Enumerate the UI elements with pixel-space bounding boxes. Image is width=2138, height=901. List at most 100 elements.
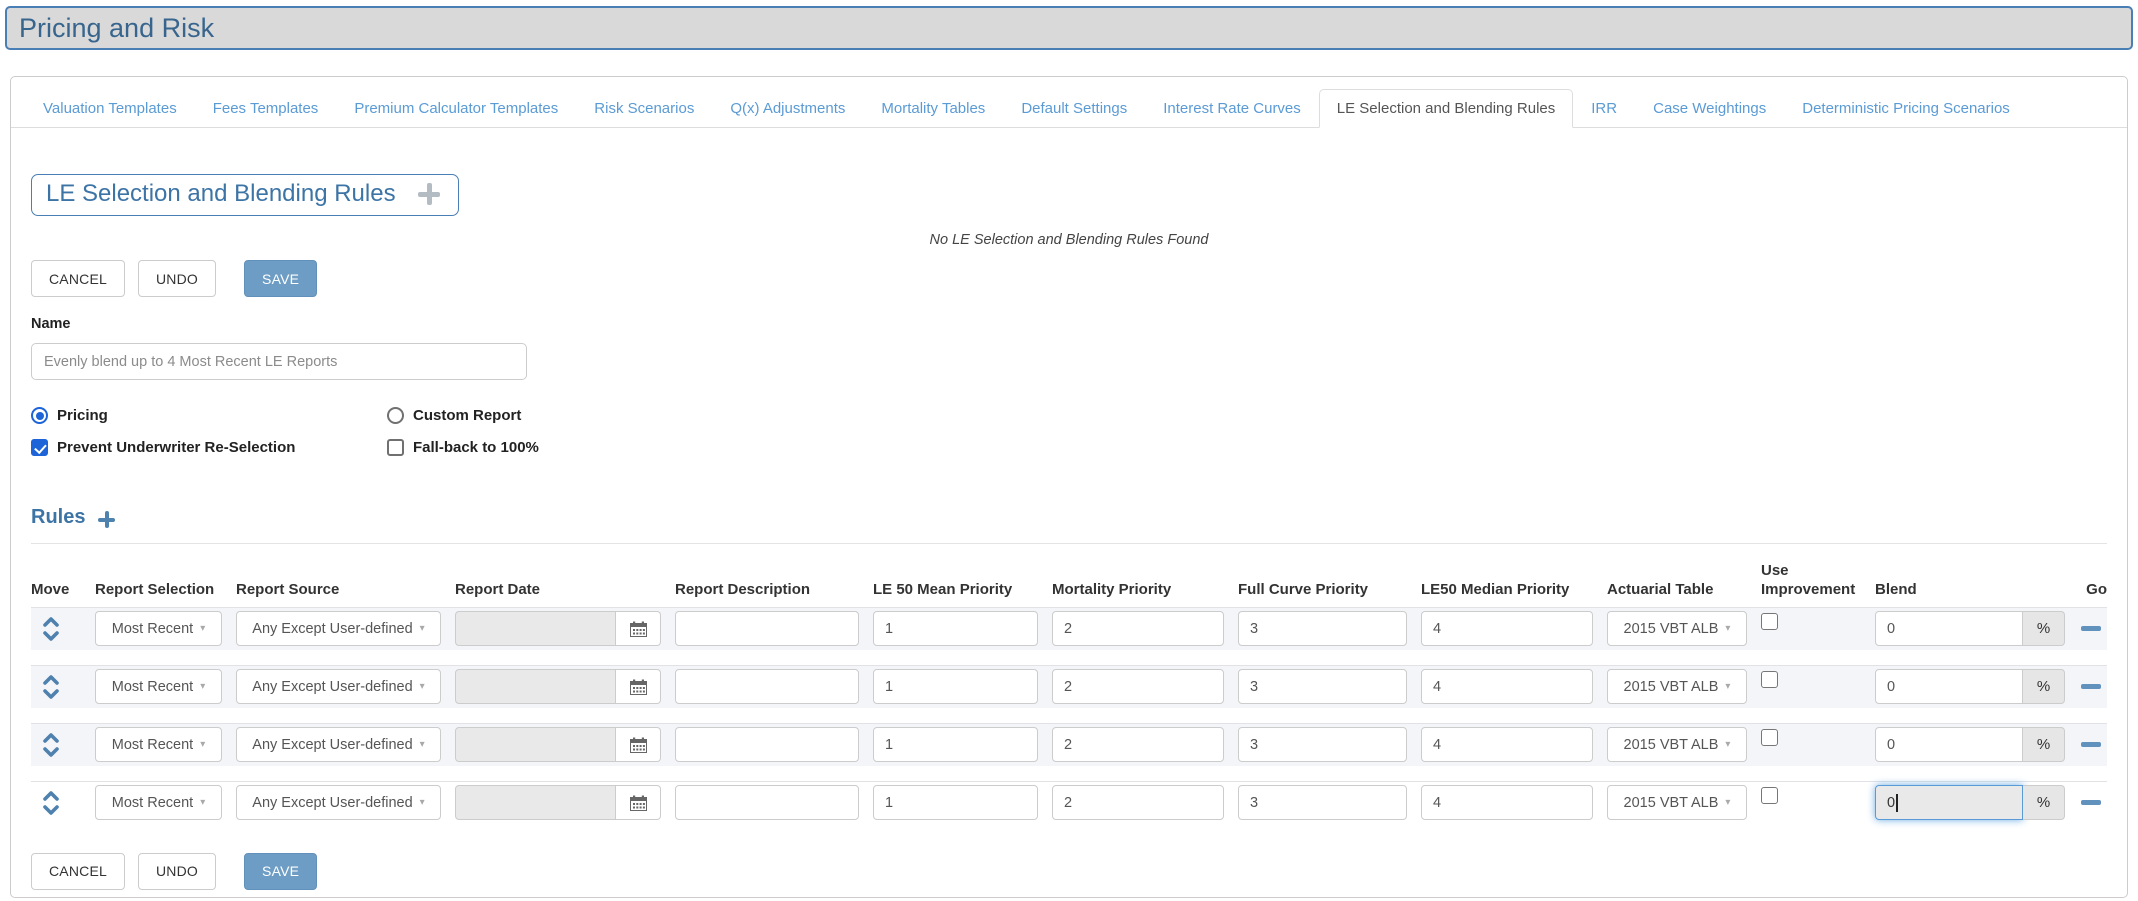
cancel-button[interactable]: CANCEL <box>31 260 125 297</box>
save-button[interactable]: SAVE <box>244 260 318 297</box>
blend-input[interactable] <box>1875 669 2023 704</box>
report-date-input[interactable] <box>455 785 616 820</box>
move-down-button[interactable] <box>43 688 59 699</box>
remove-row-button[interactable] <box>2081 742 2101 747</box>
actuarial-table-select[interactable]: 2015 VBT ALB ▾ <box>1607 727 1747 762</box>
percent-addon-button[interactable]: % <box>2023 727 2065 762</box>
percent-label: % <box>2036 620 2051 637</box>
le50-mean-priority-input[interactable] <box>873 669 1038 704</box>
full-curve-priority-input[interactable] <box>1238 611 1407 646</box>
full-curve-priority-input[interactable] <box>1238 669 1407 704</box>
remove-row-button[interactable] <box>2081 626 2101 631</box>
use-improvement-checkbox[interactable] <box>1761 786 1778 804</box>
remove-row-button[interactable] <box>2081 684 2101 689</box>
tab-case-weightings[interactable]: Case Weightings <box>1653 100 1767 117</box>
calendar-button[interactable] <box>616 785 661 820</box>
le50-median-priority-input[interactable] <box>1421 669 1593 704</box>
use-improvement-checkbox[interactable] <box>1761 728 1778 746</box>
move-up-button[interactable] <box>43 616 59 627</box>
tab-fees-templates[interactable]: Fees Templates <box>212 100 319 117</box>
report-selection-select[interactable]: Most Recent ▾ <box>95 669 222 704</box>
le50-mean-priority-input[interactable] <box>873 785 1038 820</box>
main-panel: Valuation Templates Fees Templates Premi… <box>10 76 2128 898</box>
report-date-input[interactable] <box>455 727 616 762</box>
report-description-input[interactable] <box>675 611 859 646</box>
move-cell <box>31 674 81 699</box>
add-rule-set-icon[interactable] <box>417 183 440 205</box>
mortality-priority-input[interactable] <box>1052 669 1224 704</box>
move-up-button[interactable] <box>43 732 59 743</box>
actuarial-table-value: 2015 VBT ALB <box>1623 620 1719 637</box>
le50-median-priority-input[interactable] <box>1421 611 1593 646</box>
actuarial-table-select[interactable]: 2015 VBT ALB ▾ <box>1607 669 1747 704</box>
radio-custom-report[interactable]: Custom Report <box>387 407 521 424</box>
chevron-down-icon: ▾ <box>1725 681 1731 692</box>
report-selection-select[interactable]: Most Recent ▾ <box>95 611 222 646</box>
cancel-button[interactable]: CANCEL <box>31 852 125 890</box>
report-source-select[interactable]: Any Except User-defined ▾ <box>236 785 441 820</box>
use-improvement-checkbox[interactable] <box>1761 670 1778 688</box>
report-selection-select[interactable]: Most Recent ▾ <box>95 727 222 762</box>
calendar-icon <box>629 621 647 637</box>
undo-button[interactable]: UNDO <box>138 260 217 297</box>
radio-pricing[interactable]: Pricing <box>31 407 108 424</box>
tab-irr[interactable]: IRR <box>1591 100 1618 117</box>
full-curve-priority-input[interactable] <box>1238 785 1407 820</box>
blend-input[interactable] <box>1875 611 2023 646</box>
move-up-button[interactable] <box>43 790 59 801</box>
blend-input-focused[interactable]: 0 <box>1875 785 2023 820</box>
checkbox-fallback-100[interactable]: Fall-back to 100% <box>387 439 539 456</box>
mortality-priority-input[interactable] <box>1052 611 1224 646</box>
blend-input[interactable] <box>1875 727 2023 762</box>
tab-default-settings[interactable]: Default Settings <box>1021 100 1128 117</box>
tab-qx-adjustments[interactable]: Q(x) Adjustments <box>730 100 846 117</box>
le50-median-priority-input[interactable] <box>1421 785 1593 820</box>
le50-median-priority-input[interactable] <box>1421 727 1593 762</box>
move-down-button[interactable] <box>43 746 59 757</box>
tab-le-selection-and-blending-rules[interactable]: LE Selection and Blending Rules <box>1318 89 1574 128</box>
calendar-button[interactable] <box>616 611 661 646</box>
report-description-input[interactable] <box>675 727 859 762</box>
undo-button[interactable]: UNDO <box>138 852 217 890</box>
tab-mortality-tables[interactable]: Mortality Tables <box>881 100 986 117</box>
save-button[interactable]: SAVE <box>244 852 318 890</box>
checkbox-prevent-label: Prevent Underwriter Re-Selection <box>57 439 296 456</box>
use-improvement-checkbox[interactable] <box>1761 612 1778 630</box>
full-curve-priority-input[interactable] <box>1238 727 1407 762</box>
move-down-button[interactable] <box>43 630 59 641</box>
report-date-input[interactable] <box>455 611 616 646</box>
percent-addon-button[interactable]: % <box>2023 785 2065 820</box>
percent-label: % <box>2036 736 2051 753</box>
mortality-priority-input[interactable] <box>1052 727 1224 762</box>
report-source-select[interactable]: Any Except User-defined ▾ <box>236 669 441 704</box>
tab-premium-calculator-templates[interactable]: Premium Calculator Templates <box>354 100 559 117</box>
percent-addon-button[interactable]: % <box>2023 669 2065 704</box>
report-source-select[interactable]: Any Except User-defined ▾ <box>236 727 441 762</box>
report-source-select[interactable]: Any Except User-defined ▾ <box>236 611 441 646</box>
percent-addon-button[interactable]: % <box>2023 611 2065 646</box>
report-description-input[interactable] <box>675 785 859 820</box>
le50-mean-priority-input[interactable] <box>873 611 1038 646</box>
tab-deterministic-pricing-scenarios[interactable]: Deterministic Pricing Scenarios <box>1802 100 2010 117</box>
add-rule-icon[interactable] <box>98 511 116 528</box>
tab-risk-scenarios[interactable]: Risk Scenarios <box>594 100 695 117</box>
actuarial-table-select[interactable]: 2015 VBT ALB ▾ <box>1607 611 1747 646</box>
name-input[interactable] <box>31 343 527 380</box>
mortality-priority-input[interactable] <box>1052 785 1224 820</box>
move-down-button[interactable] <box>43 804 59 815</box>
calendar-button[interactable] <box>616 669 661 704</box>
report-date-input[interactable] <box>455 669 616 704</box>
le50-mean-priority-input[interactable] <box>873 727 1038 762</box>
col-use-improvement: Use Improvement <box>1761 562 1856 598</box>
actuarial-table-select[interactable]: 2015 VBT ALB ▾ <box>1607 785 1747 820</box>
calendar-button[interactable] <box>616 727 661 762</box>
report-description-input[interactable] <box>675 669 859 704</box>
actuarial-table-value: 2015 VBT ALB <box>1623 794 1719 811</box>
remove-row-button[interactable] <box>2081 800 2101 805</box>
checkbox-prevent-underwriter-reselection[interactable]: Prevent Underwriter Re-Selection <box>31 439 295 456</box>
tab-interest-rate-curves[interactable]: Interest Rate Curves <box>1163 100 1301 117</box>
tab-valuation-templates[interactable]: Valuation Templates <box>43 100 177 117</box>
col-report-selection: Report Selection <box>95 580 215 598</box>
move-up-button[interactable] <box>43 674 59 685</box>
report-selection-select[interactable]: Most Recent ▾ <box>95 785 222 820</box>
